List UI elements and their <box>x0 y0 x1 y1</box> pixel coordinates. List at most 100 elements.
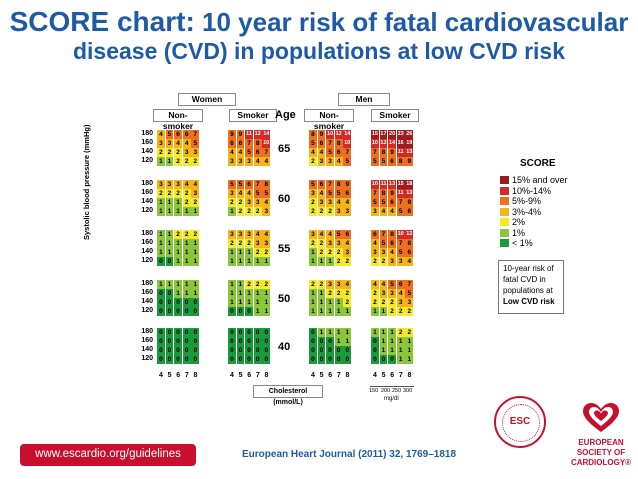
risk-cell: 0 <box>309 355 317 365</box>
risk-cell: 3 <box>343 248 352 258</box>
risk-cell: 2 <box>174 189 182 199</box>
risk-cell: 7 <box>245 139 253 149</box>
risk-cell: 4 <box>262 230 271 239</box>
risk-cell: 26 <box>405 130 414 139</box>
risk-cell: 4 <box>182 139 191 149</box>
risk-cell: 7 <box>371 148 379 158</box>
risk-cell: 4 <box>245 189 253 199</box>
risk-cell: 0 <box>165 346 174 356</box>
footer-url[interactable]: www.escardio.org/guidelines <box>35 448 181 460</box>
risk-cell: 0 <box>253 328 262 337</box>
risk-cell: 5 <box>245 148 253 158</box>
risk-cell: 2 <box>343 289 352 299</box>
cholesterol-axis-label: Cholesterol (mmol/L) <box>268 388 308 406</box>
risk-cell: 2 <box>191 157 200 167</box>
risk-cell: 0 <box>379 355 388 365</box>
risk-cell: 0 <box>228 355 236 365</box>
risk-cell: 3 <box>388 289 396 299</box>
risk-cell: 2 <box>309 239 317 249</box>
risk-cell: 4 <box>236 189 245 199</box>
risk-cell: 2 <box>182 230 191 239</box>
risk-cell: 1 <box>309 248 317 258</box>
risk-cell: 1 <box>309 298 317 308</box>
men-header: Men <box>338 93 390 106</box>
footer-url-box[interactable]: www.escardio.org/guidelines <box>20 444 196 466</box>
risk-cell: 2 <box>262 248 271 258</box>
risk-cell: 3 <box>253 198 262 208</box>
risk-cell: 1 <box>396 346 405 356</box>
age-label: 50 <box>278 293 291 305</box>
risk-cell: 1 <box>174 239 182 249</box>
risk-cell: 4 <box>317 148 326 158</box>
risk-cell: 0 <box>309 337 317 347</box>
risk-cell: 1 <box>309 257 317 267</box>
risk-cell: 14 <box>388 139 396 149</box>
cholesterol-tick-label: 8 <box>407 372 412 379</box>
risk-cell: 3 <box>228 157 236 167</box>
risk-cell: 7 <box>371 189 379 199</box>
risk-cell: 2 <box>388 298 396 308</box>
risk-cell: 4 <box>388 248 396 258</box>
risk-cell: 1 <box>165 207 174 217</box>
risk-cell: 3 <box>326 239 334 249</box>
cholesterol-axis-box: Cholesterol (mmol/L) <box>253 385 323 406</box>
risk-cell: 2 <box>245 239 253 249</box>
risk-cell: 4 <box>309 148 317 158</box>
sbp-row-label: 120 <box>141 257 153 265</box>
cholesterol-tick-label: 4 <box>373 372 377 379</box>
risk-cell: 3 <box>165 139 174 149</box>
risk-cell: 0 <box>245 307 253 317</box>
risk-cell: 2 <box>174 157 182 167</box>
risk-cell: 3 <box>174 180 182 189</box>
risk-cell: 3 <box>228 189 236 199</box>
risk-cell: 11 <box>379 180 388 189</box>
risk-cell: 1 <box>228 289 236 299</box>
risk-cell: 8 <box>405 239 414 249</box>
risk-cell: 16 <box>396 139 405 149</box>
risk-cell: 0 <box>174 337 182 347</box>
risk-cell: 2 <box>396 307 405 317</box>
risk-cell: 0 <box>157 257 165 267</box>
risk-cell: 1 <box>371 328 379 337</box>
risk-cell: 1 <box>165 198 174 208</box>
risk-cell: 3 <box>326 198 334 208</box>
risk-cell: 5 <box>253 189 262 199</box>
cholesterol-tick-label: 5 <box>238 372 243 379</box>
risk-cell: 10 <box>371 139 379 149</box>
risk-cell: 5 <box>379 239 388 249</box>
risk-cell: 4 <box>371 239 379 249</box>
legend-note-line: fatal CVD in <box>503 275 546 284</box>
risk-cell: 1 <box>343 328 352 337</box>
risk-cell: 1 <box>253 307 262 317</box>
sbp-axis-label: Systolic blood pressure (mmHg) <box>82 124 91 240</box>
mgdl-label: mg/dl <box>384 396 399 402</box>
risk-cell: 5 <box>165 130 174 139</box>
risk-cell: 8 <box>388 230 396 239</box>
esc-name-line: SOCIETY OF <box>576 448 626 457</box>
risk-cell: 4 <box>334 198 343 208</box>
risk-cell: 0 <box>191 346 200 356</box>
women-header: Women <box>178 93 236 106</box>
legend-label: 10%-14% <box>512 185 552 196</box>
risk-cell: 1 <box>245 248 253 258</box>
risk-cell: 0 <box>245 337 253 347</box>
esc-heart-icon <box>583 403 619 432</box>
risk-cell: 18 <box>405 180 414 189</box>
risk-cell: 0 <box>174 328 182 337</box>
cholesterol-tick-label: 4 <box>159 372 163 379</box>
risk-cell: 2 <box>371 257 379 267</box>
age-label: 60 <box>278 193 291 205</box>
risk-cell: 3 <box>262 239 271 249</box>
risk-cell: 13 <box>388 180 396 189</box>
risk-cell: 14 <box>343 130 352 139</box>
risk-cell: 10 <box>396 230 405 239</box>
risk-cell: 12 <box>253 130 262 139</box>
mgdl-tick: 300 <box>403 388 413 394</box>
risk-cell: 3 <box>317 157 326 167</box>
risk-cell: 9 <box>405 157 414 167</box>
cholesterol-tick-label: 7 <box>398 372 403 379</box>
risk-cell: 1 <box>309 289 317 299</box>
risk-cell: 1 <box>236 248 245 258</box>
women-smoker-header: Smoker <box>229 109 277 122</box>
risk-cell: 2 <box>371 289 379 299</box>
